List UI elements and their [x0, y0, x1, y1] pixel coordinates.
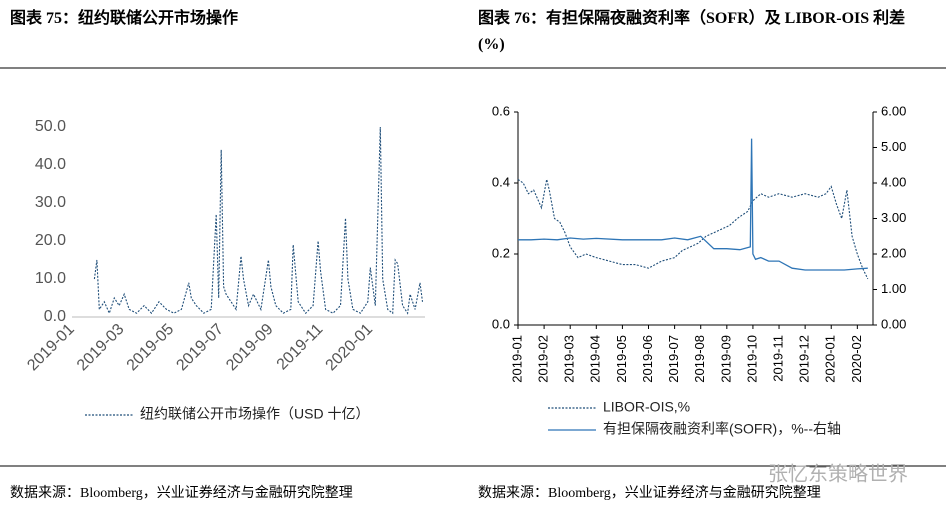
x-tick-label: 2019-01	[509, 335, 524, 383]
chart-title: 图表 75：纽约联储公开市场操作	[10, 10, 239, 27]
x-tick-label: 2019-05	[614, 335, 629, 383]
y2-tick-label: 0.00	[881, 316, 906, 331]
y2-tick-label: 6.00	[881, 103, 906, 118]
y-tick-label: 0.0	[44, 308, 66, 325]
x-tick-label: 2019-08	[692, 335, 707, 383]
x-tick-label: 2019-03	[562, 335, 577, 383]
x-tick-label: 2019-10	[744, 335, 759, 383]
y2-tick-label: 3.00	[881, 210, 906, 225]
x-tick-label: 2019-05	[124, 321, 178, 375]
legend-label: LIBOR-OIS,%	[603, 399, 690, 415]
x-tick-label: 2019-11	[274, 321, 327, 374]
series-line	[518, 138, 868, 271]
x-tick-label: 2019-03	[74, 321, 128, 375]
source-note: 数据来源：Bloomberg，兴业证券经济与金融研究院整理	[10, 486, 353, 501]
x-tick-label: 2019-01	[24, 321, 78, 375]
x-tick-label: 2020-02	[849, 335, 864, 383]
y2-tick-label: 5.00	[881, 139, 906, 154]
y-tick-label: 10.0	[35, 270, 66, 287]
y-tick-label: 0.2	[492, 245, 510, 260]
y-tick-label: 0.0	[492, 316, 510, 331]
chart-title: 图表 76：有担保隔夜融资利率（SOFR）及 LIBOR-OIS 利差(%)	[478, 10, 906, 53]
y2-tick-label: 2.00	[881, 245, 906, 260]
x-tick-label: 2019-07	[173, 321, 227, 375]
y-tick-label: 0.4	[492, 174, 510, 189]
x-tick-label: 2019-11	[770, 335, 785, 382]
x-tick-label: 2020-01	[823, 335, 838, 383]
y2-tick-label: 4.00	[881, 174, 906, 189]
y-tick-label: 50.0	[35, 118, 66, 135]
x-tick-label: 2019-06	[640, 335, 655, 383]
y-tick-label: 20.0	[35, 232, 66, 249]
y2-tick-label: 1.00	[881, 281, 906, 296]
watermark: 张忆东策略世界	[768, 462, 908, 485]
y-tick-label: 0.6	[492, 103, 510, 118]
source-note: 数据来源：Bloomberg，兴业证券经济与金融研究院整理	[478, 486, 821, 501]
x-tick-label: 2019-04	[588, 335, 603, 383]
x-tick-label: 2020-01	[323, 321, 377, 375]
x-tick-label: 2019-12	[797, 335, 812, 383]
legend-label: 纽约联储公开市场操作（USD 十亿）	[140, 406, 369, 422]
x-tick-label: 2019-09	[223, 321, 277, 375]
x-tick-label: 2019-09	[718, 335, 733, 383]
y-tick-label: 40.0	[35, 156, 66, 173]
series-line	[517, 178, 869, 280]
series-line	[93, 126, 424, 315]
legend-label: 有担保隔夜融资利率(SOFR)，%--右轴	[603, 421, 841, 437]
y-tick-label: 30.0	[35, 194, 66, 211]
x-tick-label: 2019-07	[666, 335, 681, 383]
x-tick-label: 2019-02	[536, 335, 551, 383]
